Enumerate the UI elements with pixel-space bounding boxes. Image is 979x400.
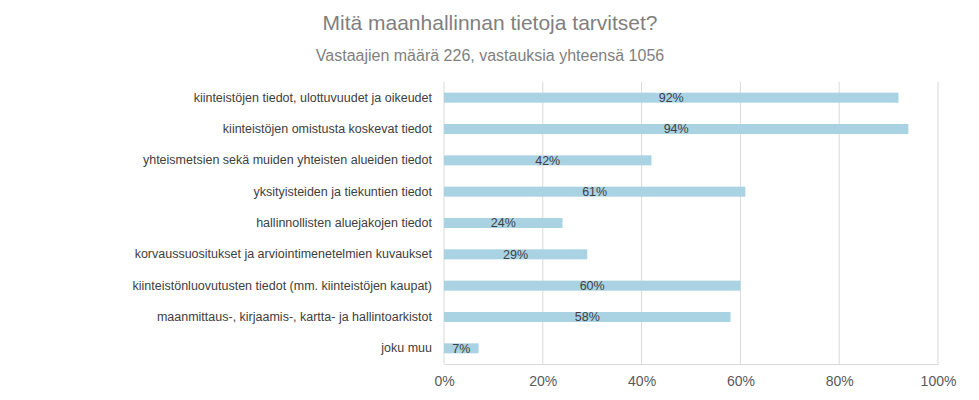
category-label: kiinteistönluovutusten tiedot (mm. kiint…: [133, 279, 432, 293]
y-tick: yhteismetsien sekä muiden yhteisten alue…: [143, 153, 444, 167]
x-tick: 80%: [826, 364, 854, 389]
x-tick: 100%: [921, 364, 957, 389]
x-tick: 20%: [529, 364, 557, 389]
grid: [444, 82, 938, 364]
data-label: 7%: [452, 342, 470, 356]
bars: [444, 93, 908, 354]
x-tick-label: 60%: [727, 373, 755, 389]
y-tick: kiinteistöjen omistusta koskevat tiedot: [223, 122, 444, 136]
category-label: kiinteistöjen omistusta koskevat tiedot: [223, 122, 433, 136]
category-label: hallinnollisten aluejakojen tiedot: [256, 216, 432, 230]
category-label: korvaussuositukset ja arviointimenetelmi…: [135, 247, 433, 261]
category-label: joku muu: [380, 341, 432, 355]
category-label: yksityisteiden ja tiekuntien tiedot: [253, 185, 432, 199]
category-label: maanmittaus-, kirjaamis-, kartta- ja hal…: [157, 310, 433, 324]
title: Mitä maanhallinnan tietoja tarvitset?: [322, 11, 657, 34]
data-label: 94%: [664, 122, 689, 136]
y-tick: joku muu: [380, 341, 444, 355]
category-label: yhteismetsien sekä muiden yhteisten alue…: [143, 153, 433, 167]
y-axis: kiinteistöjen tiedot, ulottuvuudet ja oi…: [133, 91, 444, 356]
data-labels: 92% 94% 42% 61% 24% 29% 60% 58% 7%: [452, 91, 688, 356]
data-label: 29%: [503, 248, 528, 262]
subtitle: Vastaajien määrä 226, vastauksia yhteens…: [316, 47, 664, 64]
data-label: 92%: [659, 91, 684, 105]
y-tick: maanmittaus-, kirjaamis-, kartta- ja hal…: [157, 310, 444, 324]
y-tick: hallinnollisten aluejakojen tiedot: [256, 216, 444, 230]
y-tick: kiinteistöjen tiedot, ulottuvuudet ja oi…: [194, 91, 444, 105]
x-tick-label: 20%: [529, 373, 557, 389]
data-label: 58%: [575, 310, 600, 324]
x-tick-label: 40%: [628, 373, 656, 389]
category-label: kiinteistöjen tiedot, ulottuvuudet ja oi…: [194, 91, 433, 105]
chart: Mitä maanhallinnan tietoja tarvitset? Vas…: [0, 0, 979, 400]
x-tick-label: 100%: [921, 373, 957, 389]
x-tick: 40%: [628, 364, 656, 389]
data-label: 24%: [491, 216, 516, 230]
x-tick-label: 0%: [434, 373, 454, 389]
grid-line: [938, 82, 939, 364]
y-tick: yksityisteiden ja tiekuntien tiedot: [253, 185, 444, 199]
x-axis: 0% 20% 40% 60% 80% 100%: [434, 364, 956, 389]
y-tick: kiinteistönluovutusten tiedot (mm. kiint…: [133, 279, 444, 293]
data-label: 60%: [580, 279, 605, 293]
y-tick: korvaussuositukset ja arviointimenetelmi…: [135, 247, 444, 261]
x-tick: 0%: [434, 364, 454, 389]
x-axis-line: [445, 364, 939, 365]
x-tick: 60%: [727, 364, 755, 389]
data-label: 61%: [582, 185, 607, 199]
x-tick-label: 80%: [826, 373, 854, 389]
data-label: 42%: [535, 154, 560, 168]
